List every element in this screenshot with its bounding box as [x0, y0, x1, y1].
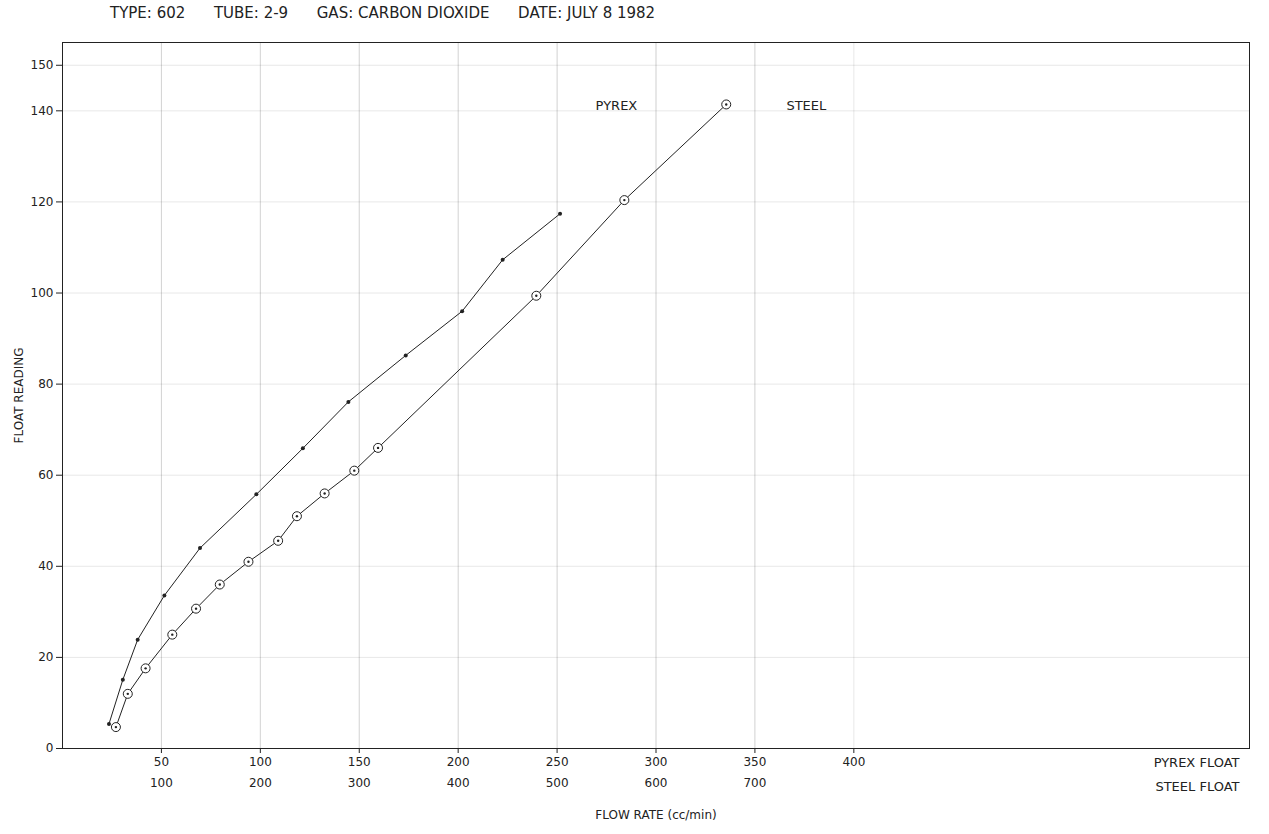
- svg-text:600: 600: [645, 776, 668, 790]
- html-text:TYPE: 602 TUBE: 2-9 GAS: CARBO: TYPE: 602 TUBE: 2-9 GAS: CARBON DIOXIDE …: [110, 4, 656, 22]
- svg-text:20: 20: [38, 650, 53, 664]
- svg-text:100: 100: [249, 755, 272, 769]
- svg-text:200: 200: [249, 776, 272, 790]
- svg-text:150: 150: [31, 58, 54, 72]
- svg-text:350: 350: [743, 755, 766, 769]
- svg-text:250: 250: [546, 755, 569, 769]
- svg-text:100: 100: [31, 286, 54, 300]
- svg-text:120: 120: [31, 195, 54, 209]
- svg-text:0: 0: [46, 741, 54, 755]
- svg-text:200: 200: [447, 755, 470, 769]
- svg-text:80: 80: [38, 377, 53, 391]
- svg-text:PYREX FLOAT: PYREX FLOAT: [1154, 755, 1240, 770]
- svg-text:300: 300: [645, 755, 668, 769]
- svg-text:140: 140: [31, 104, 54, 118]
- svg-text:60: 60: [38, 468, 53, 482]
- svg-text:300: 300: [348, 776, 371, 790]
- svg-text:40: 40: [38, 559, 53, 573]
- svg-text:STEEL FLOAT: STEEL FLOAT: [1155, 779, 1239, 794]
- svg-text:400: 400: [447, 776, 470, 790]
- svg-text:PYREX: PYREX: [596, 98, 638, 113]
- svg-text:STEEL: STEEL: [786, 98, 827, 113]
- svg-text:400: 400: [842, 755, 865, 769]
- svg-text:FLOAT READING: FLOAT READING: [12, 348, 26, 444]
- svg-text:100: 100: [150, 776, 173, 790]
- svg-text:700: 700: [743, 776, 766, 790]
- svg-text:150: 150: [348, 755, 371, 769]
- svg-text:FLOW RATE (cc/min): FLOW RATE (cc/min): [595, 808, 716, 822]
- svg-text:50: 50: [154, 755, 169, 769]
- svg-text:500: 500: [546, 776, 569, 790]
